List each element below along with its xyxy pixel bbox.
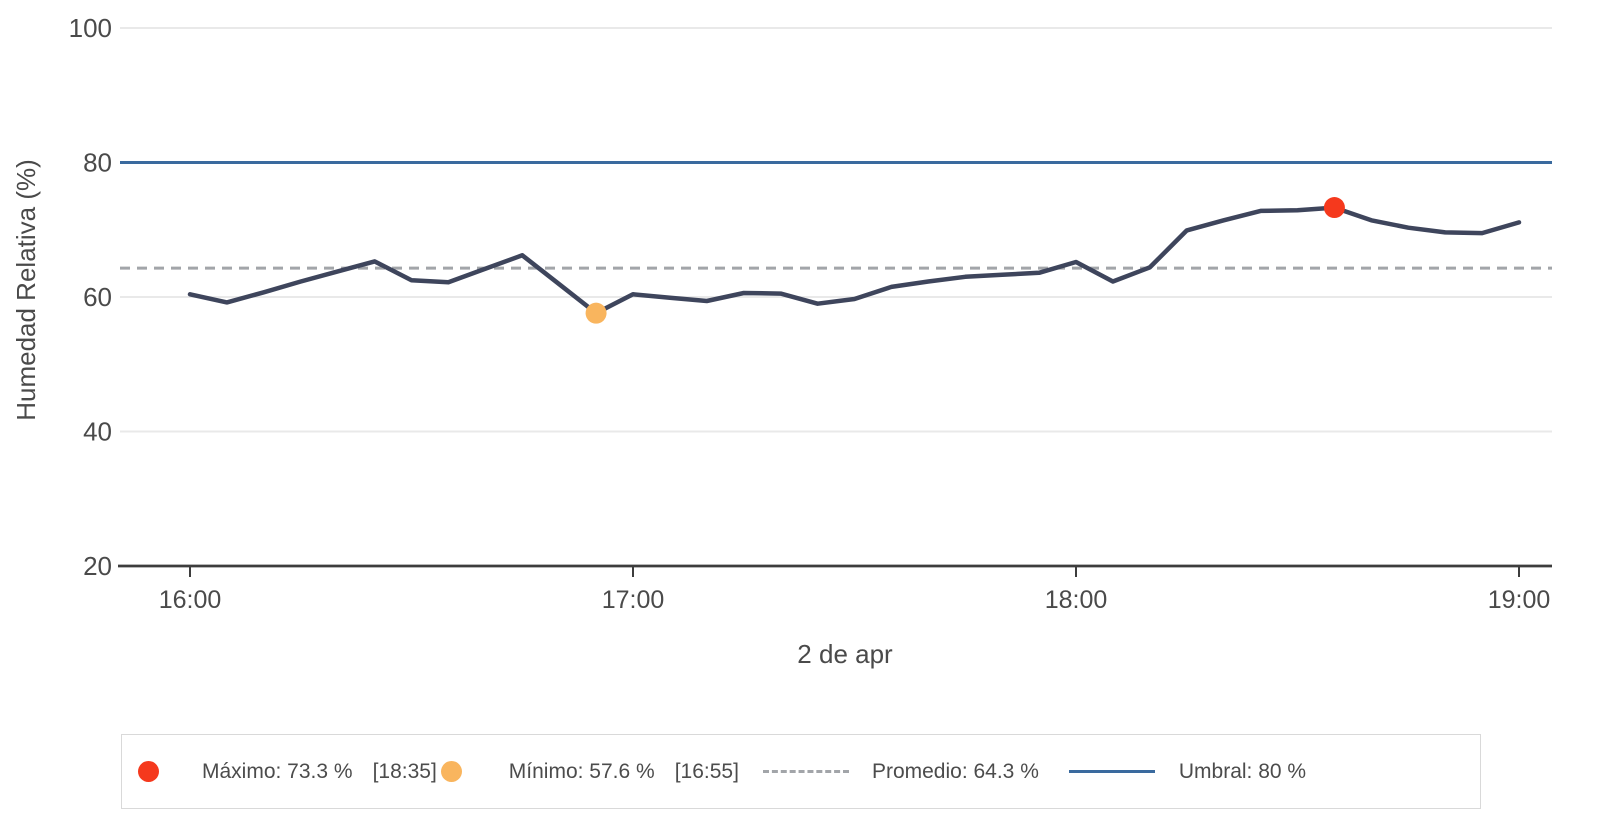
humidity-line — [187, 205, 1522, 316]
legend-label-maximo: Máximo: 73.3 % — [202, 759, 353, 783]
humidity-series — [187, 205, 1522, 316]
min-point-marker[interactable] — [585, 302, 607, 324]
extrema-markers — [585, 197, 1345, 324]
x-tick-label: 19:00 — [1488, 586, 1551, 614]
legend-label-minimo: Mínimo: 57.6 % — [508, 759, 655, 783]
y-tick-label: 80 — [83, 148, 112, 178]
legend-time-maximo: [18:35] — [372, 759, 437, 783]
legend-item-promedio[interactable]: Promedio: 64.3 % — [762, 759, 1039, 784]
y-axis-title: Humedad Relativa (%) — [11, 159, 41, 421]
legend-item-minimo[interactable]: Mínimo: 57.6 % [16:55] — [440, 759, 739, 784]
legend-label-promedio: Promedio: 64.3 % — [871, 759, 1039, 783]
x-axis-title: 2 de apr — [797, 639, 893, 669]
x-tick-label: 18:00 — [1045, 586, 1108, 614]
x-tick-label: 16:00 — [159, 586, 222, 614]
x-tick-label: 17:00 — [602, 586, 665, 614]
legend-time-minimo: [16:55] — [674, 759, 739, 783]
threshold-line-swatch-icon — [1068, 770, 1155, 773]
x-axis: 16:00 17:00 18:00 19:00 — [118, 564, 1552, 614]
y-tick-label: 20 — [83, 551, 112, 581]
gridlines — [120, 27, 1552, 433]
legend-item-maximo[interactable]: Máximo: 73.3 % [18:35] — [138, 760, 437, 784]
y-axis: 20 40 60 80 100 — [69, 13, 112, 581]
average-line-swatch-icon — [762, 770, 849, 773]
legend-label-umbral: Umbral: 80 % — [1178, 759, 1307, 783]
reference-lines — [120, 161, 1552, 270]
y-tick-label: 40 — [83, 417, 112, 447]
legend-item-umbral[interactable]: Umbral: 80 % — [1068, 759, 1307, 784]
chart-legend: Máximo: 73.3 % [18:35] Mínimo: 57.6 % [1… — [121, 734, 1481, 809]
min-marker-swatch-icon — [440, 761, 462, 782]
max-marker-swatch-icon — [138, 761, 159, 782]
y-tick-label: 100 — [69, 13, 112, 43]
y-tick-label: 60 — [83, 282, 112, 312]
max-point-marker[interactable] — [1323, 197, 1345, 219]
